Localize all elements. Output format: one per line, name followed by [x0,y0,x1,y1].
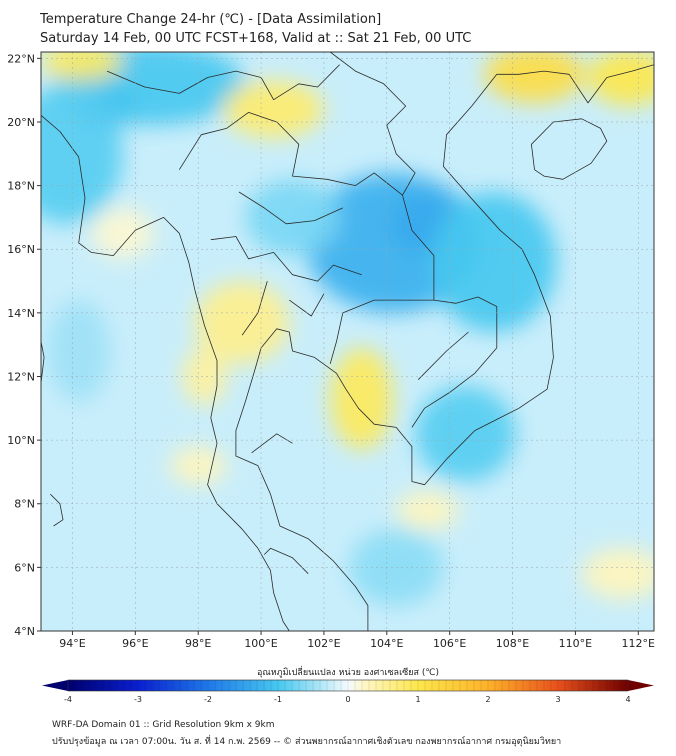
colorbar-tick-label: -2 [204,695,212,704]
colorbar-min-arrow [42,680,68,691]
colorbar-tick-label: 1 [415,695,420,704]
boundary-line [417,331,469,380]
colorbar-tick-label: 0 [345,695,350,704]
boundary-line [329,52,416,196]
colorbar-max-arrow [628,680,654,691]
lat-tick-label: 14°N [7,307,35,320]
map-title: Temperature Change 24-hr (℃) - [Data Ass… [40,12,382,27]
lon-tick-label: 104°E [370,637,403,650]
lat-tick-label: 8°N [14,498,35,511]
colorbar-tick-label: -3 [134,695,142,704]
graticule [41,52,654,631]
boundary-line [210,236,362,282]
lon-tick-label: 100°E [244,637,277,650]
cold-anomaly [47,300,111,402]
lon-tick-label: 102°E [307,637,340,650]
warm-anomaly [195,281,290,364]
warm-anomaly [330,347,394,450]
warm-anomaly [581,548,654,600]
map-subtitle: Saturday 14 Feb, 00 UTC FCST+168, Valid … [40,31,472,46]
cold-anomaly [415,386,516,482]
field-base [41,52,654,631]
lat-tick-label: 4°N [14,625,35,638]
warm-anomaly [169,446,227,485]
cold-anomaly [41,83,123,224]
warm-anomaly [41,52,123,81]
lat-tick-label: 22°N [7,52,35,65]
warm-anomaly [91,207,155,259]
lon-tick-label: 110°E [559,637,592,650]
cold-anomaly [430,191,557,332]
colorbar-tick-label: -4 [64,695,72,704]
boundary-line [41,114,290,631]
cold-anomaly [245,179,340,256]
lon-tick-label: 96°E [122,637,148,650]
warm-anomaly [396,491,460,530]
colorbar-tick-label: 4 [625,695,630,704]
lat-tick-label: 6°N [14,561,35,574]
colorbar-tick-label: 3 [555,695,560,704]
boundary-line [263,547,309,574]
boundary-line [531,118,608,180]
warm-anomaly [223,80,324,138]
lat-tick-label: 16°N [7,243,35,256]
colorbar-tick-label: -1 [274,695,282,704]
lon-tick-label: 98°E [185,637,211,650]
boundary-line [260,64,340,101]
lon-tick-label: 94°E [59,637,85,650]
temperature-field [41,52,654,631]
boundary-line [41,339,45,383]
warm-anomaly [587,52,654,107]
lat-tick-label: 18°N [7,180,35,193]
model-info: WRF-DA Domain 01 :: Grid Resolution 9km … [52,720,275,730]
colorbar-tick-label: 2 [485,695,490,704]
lat-tick-label: 12°N [7,370,35,383]
lat-tick-label: 20°N [7,116,35,129]
boundary-line [238,191,343,225]
lat-tick-label: 10°N [7,434,35,447]
lon-tick-label: 106°E [433,637,466,650]
boundary-line [235,64,654,631]
colorbar-gradient [68,680,628,691]
warm-anomaly [484,52,585,103]
boundary-line [411,296,498,428]
credit-line: ปรับปรุงข้อมูล ณ เวลา 07:00น. วัน ส. ที่… [52,737,562,747]
colorbar: อุณหภูมิเปลี่ยนแปลง หน่วย องศาเซลเซียส (… [42,665,654,704]
boundary-line [50,493,64,527]
lon-tick-label: 108°E [496,637,529,650]
boundary-line [106,70,262,94]
lon-tick-label: 112°E [622,637,655,650]
colorbar-label: อุณหภูมิเปลี่ยนแปลง หน่วย องศาเซลเซียส (… [257,665,439,678]
map-axes: 94°E 96°E 98°E 100°E 102°E 104°E 106°E 108°E 110… [7,52,655,650]
boundary-line [289,293,325,317]
coastline-layer [41,52,654,631]
boundary-line [178,112,435,364]
map-frame [40,51,655,632]
warm-anomaly [182,347,227,406]
